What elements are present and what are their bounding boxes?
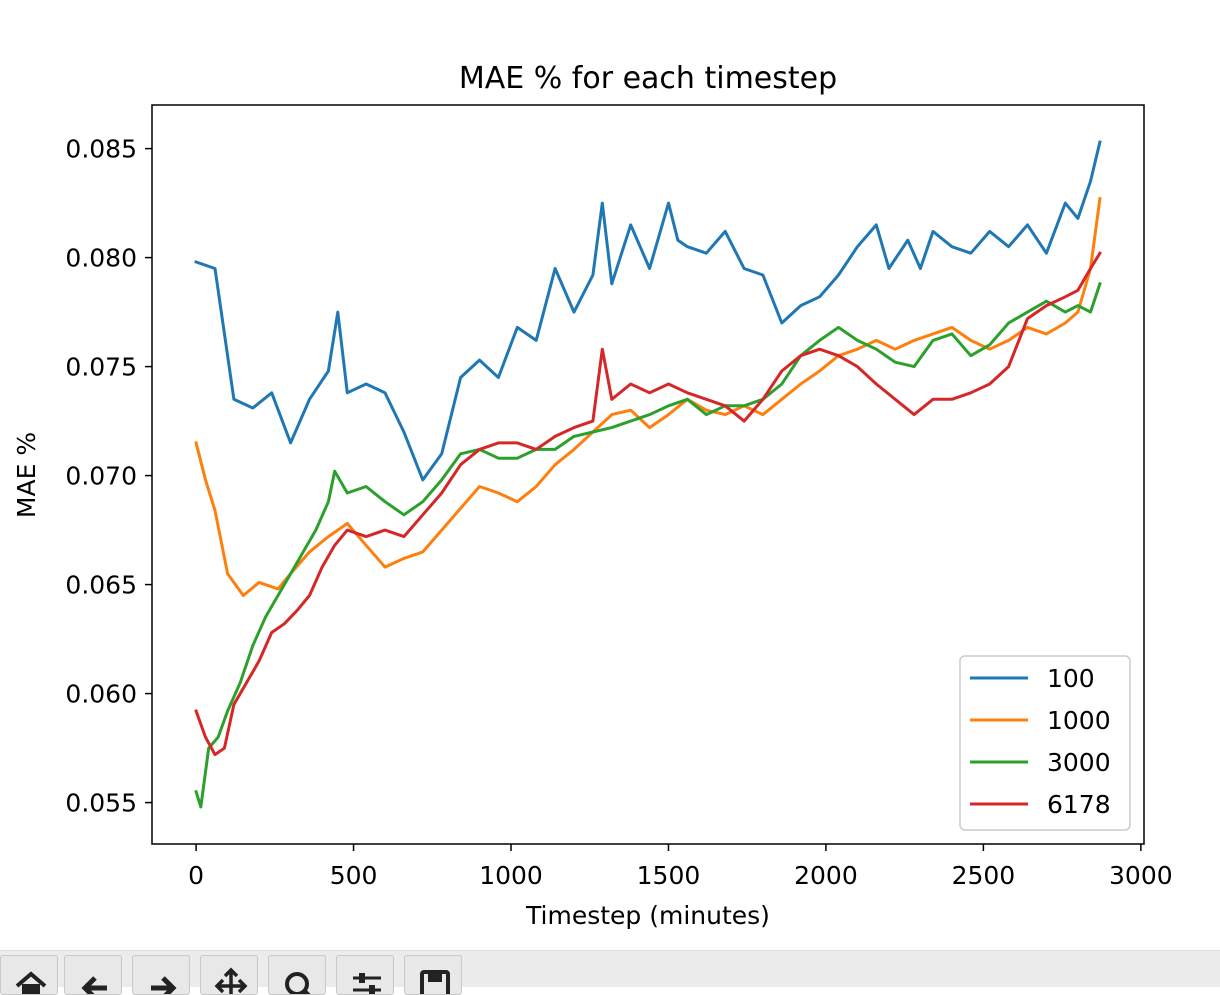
- x-tick-label: 500: [330, 861, 378, 890]
- x-tick-label: 2000: [794, 861, 858, 890]
- series-line-3000: [194, 281, 1102, 809]
- forward-arrow-icon: [151, 976, 177, 994]
- x-axis: 0 500 1000 1500 2000 2500 3000: [188, 844, 1173, 890]
- zoom-icon: [285, 972, 311, 994]
- series-layer: [194, 140, 1102, 809]
- y-tick-label: 0.080: [65, 244, 137, 273]
- chart-title: MAE % for each timestep: [459, 61, 837, 96]
- home-icon: [15, 971, 47, 994]
- legend-label: 100: [1047, 664, 1095, 693]
- x-tick-label: 3000: [1109, 861, 1173, 890]
- legend: 100 1000 3000 6178: [959, 655, 1131, 831]
- x-tick-label: 1500: [637, 861, 701, 890]
- y-tick-label: 0.060: [65, 680, 137, 709]
- y-tick-label: 0.055: [65, 789, 137, 818]
- y-axis-label: MAE %: [12, 432, 41, 518]
- legend-label: 6178: [1047, 790, 1111, 819]
- y-tick-label: 0.085: [65, 135, 137, 164]
- chart-figure: MAE % for each timestep 0 500 1000 1500 2000…: [12, 61, 1173, 930]
- x-tick-label: 1000: [479, 861, 543, 890]
- configure-subplots-icon: [353, 973, 381, 994]
- x-tick-label: 2500: [952, 861, 1016, 890]
- zoom-button[interactable]: [268, 955, 326, 995]
- legend-box: [959, 655, 1131, 831]
- x-tick-label: 0: [188, 861, 204, 890]
- x-axis-label: Timestep (minutes): [525, 901, 770, 930]
- pan-icon: [214, 967, 248, 994]
- y-tick-label: 0.070: [65, 462, 137, 491]
- save-button[interactable]: [404, 955, 462, 995]
- legend-label: 1000: [1047, 706, 1111, 735]
- legend-label: 3000: [1047, 748, 1111, 777]
- pan-button[interactable]: [200, 955, 258, 995]
- y-axis: 0.055 0.060 0.065 0.070 0.075 0.080 0.085: [65, 135, 152, 818]
- back-arrow-icon: [81, 976, 107, 994]
- configure-subplots-button[interactable]: [336, 955, 394, 995]
- y-tick-label: 0.065: [65, 571, 137, 600]
- series-line-6178: [194, 251, 1102, 757]
- series-line-100: [194, 140, 1102, 482]
- forward-arrow-button[interactable]: [132, 955, 190, 995]
- home-button[interactable]: [0, 955, 58, 995]
- y-tick-label: 0.075: [65, 353, 137, 382]
- back-arrow-button[interactable]: [64, 955, 122, 995]
- save-icon: [420, 970, 450, 994]
- toolbar: [0, 950, 1220, 995]
